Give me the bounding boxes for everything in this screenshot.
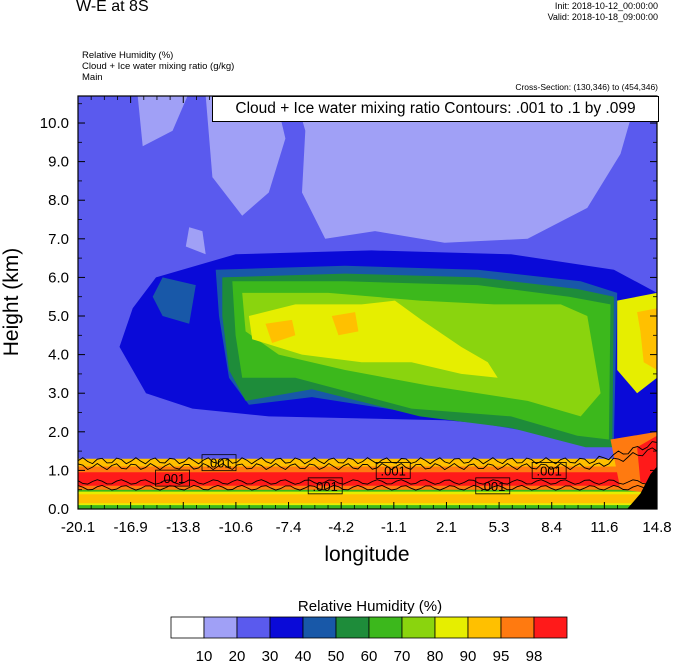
colorbar-swatch — [500, 616, 535, 639]
colorbar: 10 20 30 40 50 60 70 80 90 95 98 — [170, 616, 568, 665]
colorbar-label: 90 — [460, 648, 477, 665]
x-tick-label: -7.4 — [276, 519, 302, 536]
contour-info-box: Cloud + Ice water mixing ratio Contours:… — [212, 96, 659, 122]
y-tick-label: 7.0 — [48, 231, 69, 248]
contour-label: .001 — [206, 456, 231, 471]
contour-label-box — [475, 477, 511, 495]
colorbar-swatch — [467, 616, 502, 639]
colorbar-swatch — [203, 616, 238, 639]
x-tick-label: -10.6 — [219, 519, 253, 536]
colorbar-swatch — [533, 616, 568, 639]
colorbar-swatch — [434, 616, 469, 639]
y-tick-label: 5.0 — [48, 308, 69, 325]
y-tick-label: 10.0 — [40, 115, 69, 132]
rh-region-8 — [152, 277, 196, 324]
rh-region-19 — [78, 472, 657, 486]
rh-region-16 — [331, 312, 359, 336]
colorbar-swatch — [269, 616, 304, 639]
terrain — [627, 466, 657, 509]
colorbar-label: 60 — [361, 648, 378, 665]
cross-section-label: Cross-Section: (130,346) to (454,346) — [515, 82, 658, 92]
colorbar-swatch — [335, 616, 370, 639]
valid-time: Valid: 2018-10-18_09:00:00 — [547, 12, 658, 22]
rh-region-1 — [137, 96, 188, 147]
x-axis-title: longitude — [324, 543, 409, 566]
x-tick-label: 11.6 — [590, 519, 618, 536]
colorbar-swatch — [236, 616, 271, 639]
y-tick-label: 6.0 — [48, 269, 69, 286]
y-tick-label: 3.0 — [48, 385, 69, 402]
figure-title: W-E at 8S — [76, 0, 149, 15]
colorbar-swatch — [368, 616, 403, 639]
colorbar-label: 95 — [493, 648, 510, 665]
field-label-main: Main — [82, 72, 103, 83]
rh-region-12 — [248, 300, 498, 378]
y-tick-label: 9.0 — [48, 154, 69, 171]
x-tick-label: -16.9 — [114, 519, 148, 536]
colorbar-label: 70 — [394, 648, 411, 665]
y-axis: 0.0 1.0 2.0 3.0 4.0 5.0 6.0 7.0 8.0 9.0 10.0 — [40, 103, 657, 518]
contour-label: .001 — [480, 479, 505, 494]
contour-label-box — [531, 462, 567, 479]
init-time: Init: 2018-10-12_00:00:00 — [554, 1, 658, 11]
x-tick-label: -13.8 — [166, 519, 200, 536]
y-tick-label: 8.0 — [48, 192, 69, 209]
x-tick-label: -1.1 — [381, 519, 407, 536]
rh-region-4 — [185, 227, 206, 255]
colorbar-label: 98 — [526, 648, 543, 665]
contour-label: .001 — [381, 463, 406, 478]
contour-line-1 — [78, 447, 657, 485]
colorbar-label: 80 — [427, 648, 444, 665]
contour-label-box — [307, 477, 343, 495]
colorbar-label: 40 — [295, 648, 312, 665]
colorbar-label: 30 — [262, 648, 279, 665]
x-tick-label: 2.1 — [436, 519, 457, 536]
y-tick-label: 1.0 — [48, 462, 69, 479]
contour-label: .001 — [537, 463, 562, 478]
colorbar-swatch — [170, 616, 205, 639]
y-tick-label: 2.0 — [48, 424, 69, 441]
colorbar-label: 10 — [196, 648, 213, 665]
colorbar-label: 20 — [229, 648, 246, 665]
x-tick-label: 14.8 — [642, 519, 671, 536]
x-tick-label: -20.1 — [61, 519, 95, 536]
contour-label-box — [155, 469, 190, 487]
y-axis-title: Height (km) — [0, 248, 23, 357]
contour-label-box — [375, 462, 411, 479]
rh-region-15 — [265, 319, 296, 343]
colorbar-swatch — [302, 616, 337, 639]
rh-field — [78, 96, 657, 509]
x-tick-label: 8.4 — [541, 519, 562, 536]
cloud-ice-contours: .001 .001 .001 .001 .001 .001 — [78, 441, 657, 495]
colorbar-title: Relative Humidity (%) — [298, 598, 442, 615]
colorbar-swatch — [401, 616, 436, 639]
y-tick-label: 0.0 — [48, 501, 69, 518]
contour-label: .001 — [160, 471, 185, 486]
contour-label: .001 — [313, 479, 338, 494]
rh-region-3 — [295, 96, 638, 243]
contour-line-0 — [78, 441, 657, 491]
x-tick-label: 5.3 — [489, 519, 510, 536]
y-tick-label: 4.0 — [48, 347, 69, 364]
rh-region-2 — [205, 96, 286, 216]
field-label-rh: Relative Humidity (%) — [82, 50, 174, 61]
contour-label-box — [201, 454, 237, 472]
x-tick-label: -4.2 — [328, 519, 354, 536]
field-label-cloud: Cloud + Ice water mixing ratio (g/kg) — [82, 61, 235, 72]
colorbar-label: 50 — [328, 648, 345, 665]
rh-region-22 — [78, 494, 657, 504]
